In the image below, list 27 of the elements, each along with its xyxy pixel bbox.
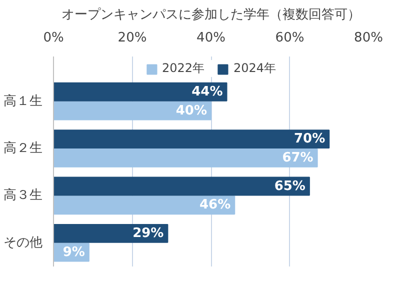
bar bbox=[54, 101, 212, 120]
data-label: 70% bbox=[294, 132, 326, 147]
legend-label: 2022年 bbox=[162, 60, 204, 77]
bar bbox=[54, 148, 318, 168]
data-label: 40% bbox=[176, 103, 208, 118]
data-label: 46% bbox=[200, 198, 231, 213]
x-tick-label: 40% bbox=[196, 30, 226, 46]
bar bbox=[54, 82, 228, 102]
bar bbox=[54, 176, 310, 196]
y-tick-label: その他 bbox=[4, 235, 42, 250]
data-label: 67% bbox=[282, 150, 314, 166]
bar bbox=[54, 224, 168, 243]
x-tick-label: 80% bbox=[354, 30, 383, 46]
data-label: 9% bbox=[62, 244, 85, 260]
data-label: 29% bbox=[132, 226, 164, 241]
y-tick-label: 高１生 bbox=[4, 92, 42, 109]
bar bbox=[54, 196, 236, 215]
x-tick-label: 20% bbox=[118, 30, 147, 46]
chart-title: オープンキャンパスに参加した学年（複数回答可） bbox=[62, 8, 360, 22]
x-tick-label: 60% bbox=[275, 30, 304, 46]
data-label: 44% bbox=[192, 84, 223, 100]
data-label: 65% bbox=[274, 178, 306, 194]
legend-label: 2024年 bbox=[234, 60, 276, 77]
x-tick-label: 0% bbox=[43, 30, 64, 46]
y-tick-label: 高２生 bbox=[4, 140, 42, 156]
y-tick-label: 高３生 bbox=[4, 187, 42, 204]
bar bbox=[54, 130, 330, 149]
